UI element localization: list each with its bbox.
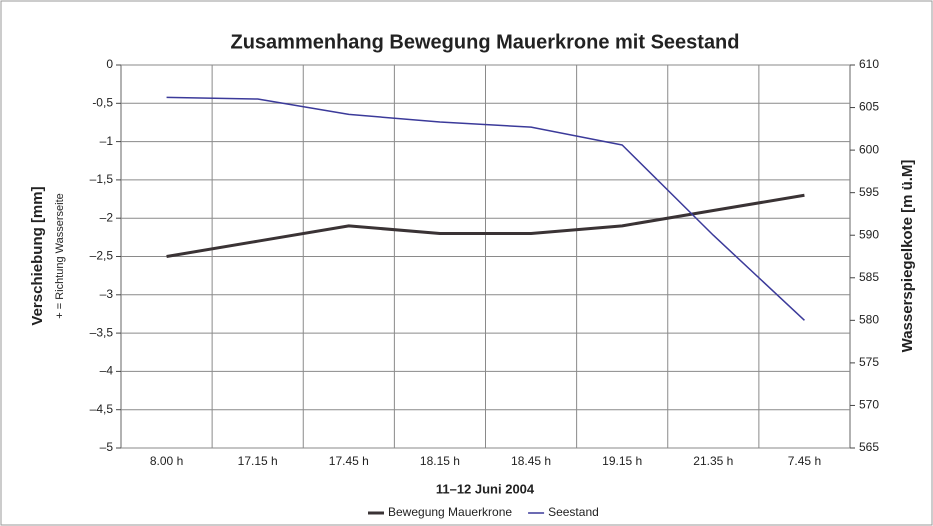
x-tick-label: 19.15 h — [602, 454, 642, 468]
y-tick-label: 0 — [106, 57, 113, 71]
y2-tick-label: 575 — [859, 355, 879, 369]
y-tick-label: –4 — [100, 364, 114, 378]
x-tick-label: 21.35 h — [693, 454, 733, 468]
y2-tick-label: 600 — [859, 142, 879, 156]
x-tick-label: 8.00 h — [150, 454, 183, 468]
y2-tick-label: 610 — [859, 57, 879, 71]
chart-title: Zusammenhang Bewegung Mauerkrone mit See… — [231, 31, 740, 53]
x-tick-label: 17.15 h — [238, 454, 278, 468]
y2-tick-label: 585 — [859, 270, 879, 284]
y2-tick-label: 590 — [859, 227, 879, 241]
y-tick-label: -0,5 — [92, 95, 113, 109]
x-tick-label: 17.45 h — [329, 454, 369, 468]
x-tick-label: 18.15 h — [420, 454, 460, 468]
legend-label: Seestand — [548, 505, 599, 519]
y2-tick-label: 570 — [859, 398, 879, 412]
y-tick-label: –4,5 — [90, 402, 114, 416]
y-tick-label: –2,5 — [90, 249, 114, 263]
y2-tick-label: 565 — [859, 440, 879, 454]
y2-axis-label: Wasserspiegelkote [m ü.M] — [899, 160, 916, 353]
series-line — [166, 96, 805, 321]
y-tick-label: –5 — [100, 440, 114, 454]
x-tick-label: 7.45 h — [788, 454, 821, 468]
x-tick-label: 18.45 h — [511, 454, 551, 468]
y2-tick-label: 580 — [859, 313, 879, 327]
y-axis-label: Verschiebung [mm] — [29, 186, 46, 325]
y-tick-label: –1 — [100, 134, 114, 148]
y-tick-label: –2 — [100, 210, 114, 224]
series-line — [166, 193, 805, 258]
y-axis-note: + = Richtung Wasserseite — [54, 193, 66, 319]
y-tick-label: –3 — [100, 287, 114, 301]
x-axis-label: 11–12 Juni 2004 — [436, 481, 535, 496]
legend-label: Bewegung Mauerkrone — [388, 505, 512, 519]
y2-tick-label: 605 — [859, 100, 879, 114]
y2-tick-label: 595 — [859, 185, 879, 199]
y-tick-label: –3,5 — [90, 325, 114, 339]
y-tick-label: –1,5 — [90, 172, 114, 186]
